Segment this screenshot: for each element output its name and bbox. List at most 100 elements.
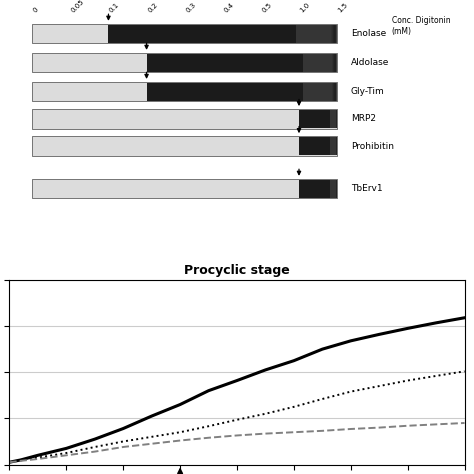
Bar bbox=[299, 110, 337, 128]
Bar bbox=[32, 137, 337, 155]
Bar bbox=[299, 180, 337, 198]
Bar bbox=[109, 25, 331, 43]
Bar bbox=[146, 83, 335, 100]
Bar bbox=[299, 180, 337, 198]
Bar bbox=[299, 180, 337, 198]
WT bbox=[149, 413, 155, 419]
Bar bbox=[146, 54, 336, 72]
TbErv1 +Tet bbox=[149, 441, 155, 447]
TbErv1 -Tet bbox=[405, 378, 410, 383]
TbErv1 +Tet bbox=[291, 429, 297, 435]
Bar bbox=[146, 54, 333, 72]
Bar bbox=[299, 137, 337, 155]
Text: Enolase: Enolase bbox=[351, 29, 386, 38]
Line: TbErv1 -Tet: TbErv1 -Tet bbox=[9, 371, 465, 462]
TbErv1 -Tet bbox=[18, 457, 24, 463]
Bar bbox=[32, 179, 337, 198]
Bar bbox=[146, 54, 337, 72]
TbErv1 -Tet bbox=[263, 411, 268, 417]
Bar bbox=[299, 110, 337, 128]
Bar bbox=[299, 180, 337, 198]
Text: Gly-Tim: Gly-Tim bbox=[351, 87, 384, 96]
TbErv1 +Tet bbox=[462, 420, 467, 426]
WT bbox=[92, 436, 98, 442]
Bar bbox=[109, 25, 335, 43]
Text: 1.0: 1.0 bbox=[299, 1, 311, 13]
WT bbox=[234, 378, 240, 383]
Bar bbox=[32, 160, 337, 172]
TbErv1 +Tet bbox=[92, 449, 98, 455]
Bar bbox=[299, 137, 336, 155]
Bar bbox=[146, 54, 303, 72]
Bar bbox=[146, 83, 335, 100]
Bar bbox=[299, 137, 337, 155]
Bar bbox=[299, 110, 337, 128]
TbErv1 -Tet bbox=[433, 373, 439, 379]
Bar bbox=[109, 25, 337, 43]
TbErv1 -Tet bbox=[376, 383, 382, 389]
Bar bbox=[146, 54, 332, 72]
TbErv1 +Tet bbox=[18, 458, 24, 464]
WT bbox=[206, 388, 211, 393]
Bar bbox=[299, 110, 337, 128]
Bar bbox=[146, 83, 336, 100]
TbErv1 +Tet bbox=[234, 433, 240, 438]
Bar bbox=[146, 83, 333, 100]
Bar bbox=[146, 54, 332, 72]
TbErv1 +Tet bbox=[120, 444, 126, 450]
TbErv1 -Tet bbox=[7, 459, 12, 465]
Bar bbox=[299, 180, 330, 198]
WT bbox=[177, 401, 183, 407]
Bar bbox=[299, 110, 336, 128]
Bar bbox=[299, 137, 336, 155]
Bar bbox=[299, 110, 337, 128]
Bar bbox=[146, 83, 333, 100]
Bar bbox=[109, 25, 332, 43]
WT bbox=[319, 346, 325, 352]
TbErv1 +Tet bbox=[7, 459, 12, 465]
Bar bbox=[146, 83, 335, 100]
Bar bbox=[109, 25, 296, 43]
Bar bbox=[146, 83, 337, 100]
Bar bbox=[109, 25, 334, 43]
Text: 0.05: 0.05 bbox=[70, 0, 86, 13]
Bar bbox=[146, 54, 333, 72]
TbErv1 +Tet bbox=[405, 423, 410, 428]
Bar bbox=[32, 82, 337, 101]
Text: 0.5: 0.5 bbox=[261, 1, 273, 13]
Bar bbox=[146, 54, 335, 72]
TbErv1 -Tet bbox=[92, 444, 98, 450]
Bar bbox=[146, 54, 334, 72]
Bar bbox=[146, 83, 337, 100]
WT bbox=[7, 459, 12, 465]
Bar bbox=[299, 137, 337, 155]
Bar bbox=[146, 54, 335, 72]
TbErv1 +Tet bbox=[348, 426, 354, 432]
TbErv1 -Tet bbox=[64, 450, 69, 456]
TbErv1 -Tet bbox=[291, 404, 297, 410]
TbErv1 -Tet bbox=[177, 429, 183, 435]
TbErv1 -Tet bbox=[120, 438, 126, 444]
TbErv1 -Tet bbox=[35, 455, 41, 460]
WT bbox=[18, 457, 24, 463]
Bar bbox=[109, 25, 332, 43]
Line: TbErv1 +Tet: TbErv1 +Tet bbox=[9, 423, 465, 462]
TbErv1 -Tet bbox=[149, 434, 155, 440]
Bar bbox=[299, 137, 336, 155]
Bar bbox=[299, 110, 330, 128]
Bar bbox=[299, 110, 337, 128]
Bar bbox=[146, 83, 333, 100]
Bar bbox=[146, 83, 303, 100]
Bar bbox=[299, 110, 337, 128]
TbErv1 -Tet bbox=[348, 389, 354, 394]
Text: Aldolase: Aldolase bbox=[351, 58, 389, 67]
Text: 0.3: 0.3 bbox=[185, 1, 197, 13]
Bar bbox=[299, 110, 337, 128]
WT bbox=[35, 453, 41, 458]
Title: Procyclic stage: Procyclic stage bbox=[184, 264, 290, 277]
Bar bbox=[299, 110, 336, 128]
Bar bbox=[299, 110, 336, 128]
TbErv1 +Tet bbox=[177, 438, 183, 443]
Bar bbox=[32, 109, 337, 128]
WT bbox=[376, 331, 382, 337]
